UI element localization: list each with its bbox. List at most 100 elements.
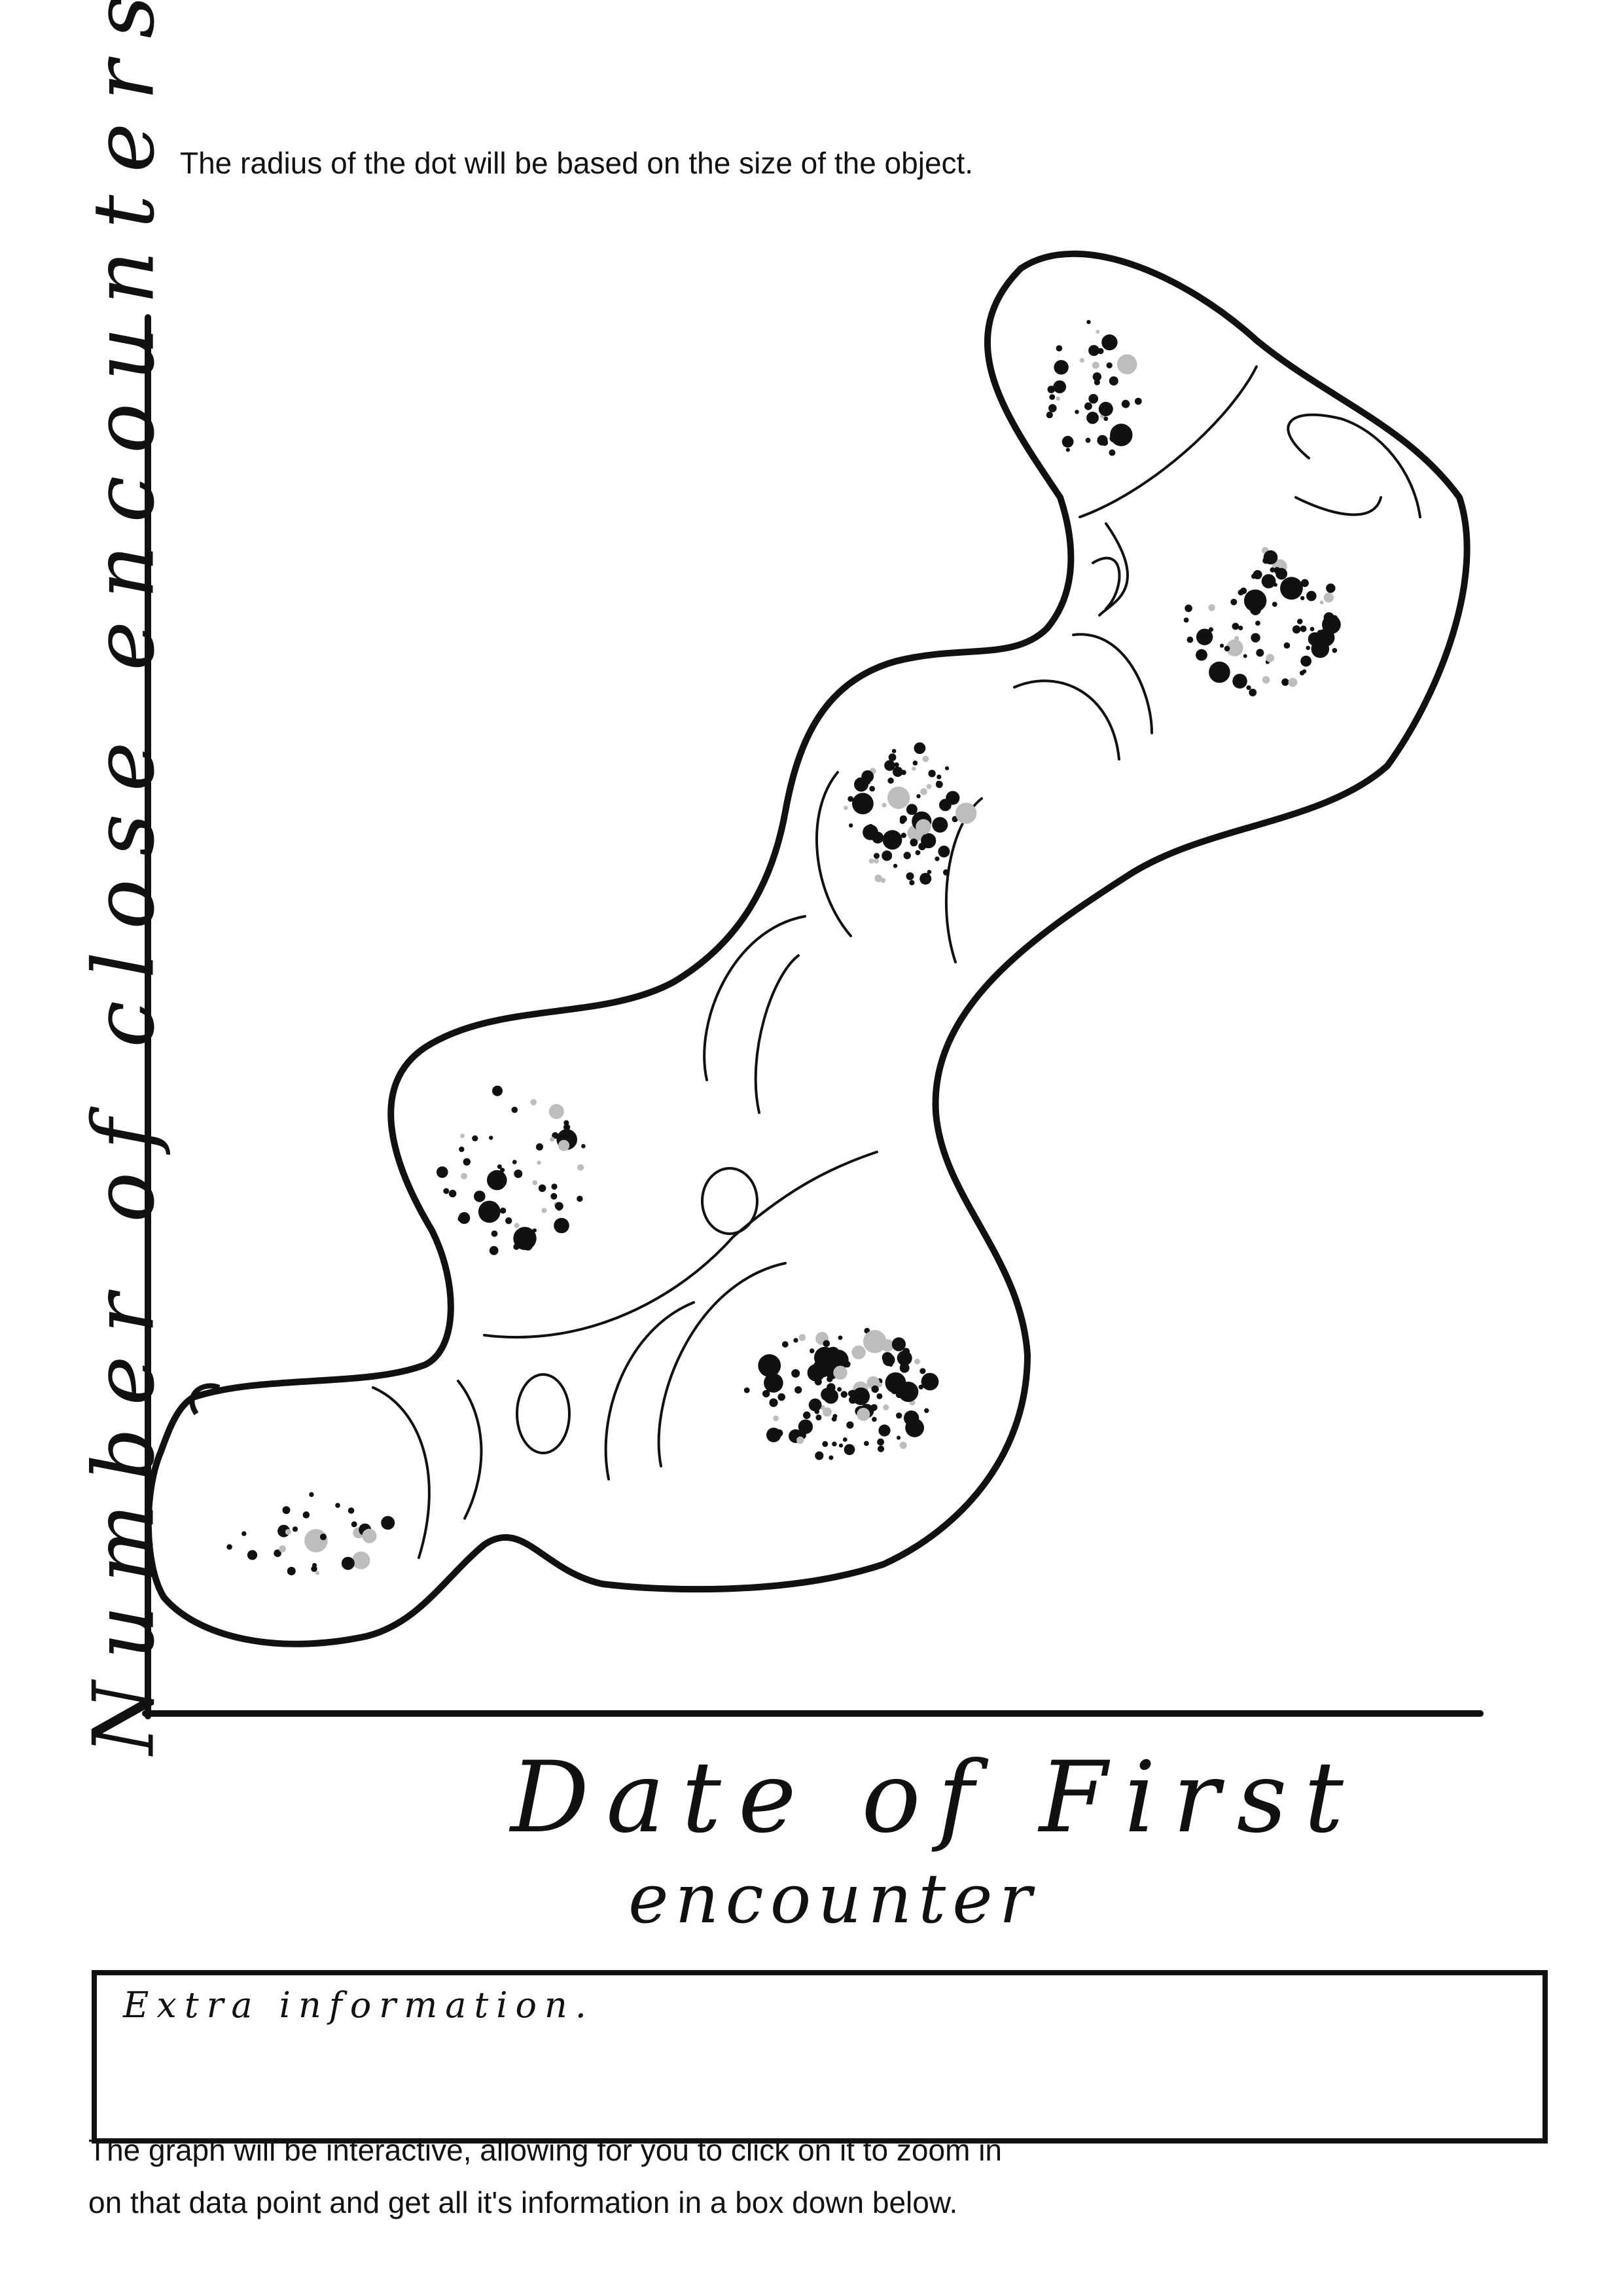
data-dot[interactable] xyxy=(1196,649,1207,661)
data-dot[interactable] xyxy=(492,1085,503,1096)
data-dot[interactable] xyxy=(558,1139,570,1151)
data-dot[interactable] xyxy=(844,806,848,810)
data-dot[interactable] xyxy=(874,874,882,882)
data-dot[interactable] xyxy=(815,1451,824,1460)
data-dot[interactable] xyxy=(829,1455,834,1460)
data-dot[interactable] xyxy=(437,1166,448,1178)
data-dot[interactable] xyxy=(776,1429,783,1437)
data-dot[interactable] xyxy=(1232,673,1247,689)
data-dot[interactable] xyxy=(938,846,950,857)
data-dot[interactable] xyxy=(916,794,921,798)
data-dot[interactable] xyxy=(554,1217,569,1234)
data-dot[interactable] xyxy=(868,858,874,864)
data-dot[interactable] xyxy=(1238,625,1243,631)
data-dot[interactable] xyxy=(1054,360,1069,375)
data-dot[interactable] xyxy=(849,823,853,828)
data-dot[interactable] xyxy=(274,1549,281,1557)
data-dot[interactable] xyxy=(899,1441,907,1449)
data-dot[interactable] xyxy=(550,1193,558,1200)
data-dot[interactable] xyxy=(1289,583,1298,592)
data-dot[interactable] xyxy=(846,1421,854,1429)
data-dot[interactable] xyxy=(1232,622,1240,630)
data-dot[interactable] xyxy=(1092,361,1099,369)
data-dot[interactable] xyxy=(891,1387,899,1395)
data-dot[interactable] xyxy=(577,1164,584,1171)
data-dot[interactable] xyxy=(928,770,936,778)
data-dot[interactable] xyxy=(1306,645,1310,651)
data-dot[interactable] xyxy=(1226,639,1243,656)
data-dot[interactable] xyxy=(512,1160,517,1164)
data-dot[interactable] xyxy=(878,1424,891,1437)
data-dot[interactable] xyxy=(241,1531,247,1536)
data-dot[interactable] xyxy=(810,1348,815,1354)
data-dot[interactable] xyxy=(1101,334,1118,351)
data-dot[interactable] xyxy=(523,1241,533,1251)
data-dot[interactable] xyxy=(1261,574,1276,588)
data-dot[interactable] xyxy=(808,1398,822,1412)
data-dot[interactable] xyxy=(489,1246,499,1255)
data-dot[interactable] xyxy=(916,819,931,835)
data-dot[interactable] xyxy=(887,786,910,809)
data-dot[interactable] xyxy=(888,753,897,761)
data-dot[interactable] xyxy=(460,1134,465,1138)
data-dot[interactable] xyxy=(459,1146,465,1153)
data-dot[interactable] xyxy=(936,780,940,785)
data-dot[interactable] xyxy=(1272,601,1277,607)
data-dot[interactable] xyxy=(874,853,880,859)
data-dot[interactable] xyxy=(1208,604,1215,611)
data-dot[interactable] xyxy=(1251,573,1257,579)
data-dot[interactable] xyxy=(1208,627,1213,632)
data-dot[interactable] xyxy=(919,1368,926,1374)
data-dot[interactable] xyxy=(1094,379,1100,386)
data-dot[interactable] xyxy=(443,1188,450,1194)
data-dot[interactable] xyxy=(1273,583,1277,587)
data-dot[interactable] xyxy=(1086,412,1099,424)
data-dot[interactable] xyxy=(279,1545,286,1552)
data-dot[interactable] xyxy=(910,838,918,847)
data-dot[interactable] xyxy=(897,1435,901,1440)
data-dot[interactable] xyxy=(505,1217,512,1225)
data-dot[interactable] xyxy=(1251,633,1260,643)
data-dot[interactable] xyxy=(472,1135,478,1141)
data-dot[interactable] xyxy=(869,785,875,792)
data-dot[interactable] xyxy=(1065,448,1070,452)
data-dot[interactable] xyxy=(893,863,898,869)
data-dot[interactable] xyxy=(1086,319,1091,325)
data-dot[interactable] xyxy=(945,766,950,770)
data-dot[interactable] xyxy=(842,1437,847,1442)
data-dot[interactable] xyxy=(882,830,902,850)
data-dot[interactable] xyxy=(577,1195,583,1202)
data-dot[interactable] xyxy=(832,1441,837,1446)
data-dot[interactable] xyxy=(838,1335,843,1340)
data-dot[interactable] xyxy=(882,802,887,808)
data-dot[interactable] xyxy=(897,770,902,774)
data-dot[interactable] xyxy=(348,1507,355,1514)
data-dot[interactable] xyxy=(500,1168,505,1173)
data-dot[interactable] xyxy=(852,793,874,815)
data-dot[interactable] xyxy=(563,1124,571,1131)
data-dot[interactable] xyxy=(513,1244,520,1250)
data-dot[interactable] xyxy=(827,1376,833,1382)
data-dot[interactable] xyxy=(514,1223,520,1229)
data-dot[interactable] xyxy=(1288,677,1298,687)
data-dot[interactable] xyxy=(897,1350,912,1366)
data-dot[interactable] xyxy=(764,1373,783,1393)
data-dot[interactable] xyxy=(781,1341,789,1348)
data-dot[interactable] xyxy=(309,1492,314,1498)
data-dot[interactable] xyxy=(932,817,948,833)
data-dot[interactable] xyxy=(936,774,942,780)
data-dot[interactable] xyxy=(461,1173,467,1179)
data-dot[interactable] xyxy=(840,1391,848,1398)
data-dot[interactable] xyxy=(876,1393,883,1399)
data-dot[interactable] xyxy=(304,1529,328,1552)
data-dot[interactable] xyxy=(1323,612,1334,623)
data-dot[interactable] xyxy=(903,852,911,859)
data-dot[interactable] xyxy=(1056,396,1060,401)
data-dot[interactable] xyxy=(487,1170,507,1191)
data-dot[interactable] xyxy=(793,1338,798,1343)
data-dot[interactable] xyxy=(319,1534,327,1541)
data-dot[interactable] xyxy=(815,1414,822,1421)
data-dot[interactable] xyxy=(341,1556,355,1570)
data-dot[interactable] xyxy=(791,1369,800,1378)
data-dot[interactable] xyxy=(912,766,916,771)
